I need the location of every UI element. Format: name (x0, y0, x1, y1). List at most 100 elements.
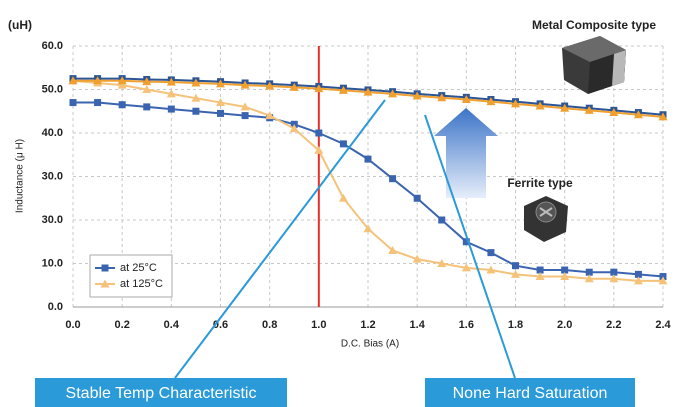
data-point (610, 268, 618, 276)
data-point (658, 276, 668, 285)
data-point (117, 80, 127, 89)
data-point (314, 145, 324, 154)
data-point (584, 274, 594, 283)
x-tick-label: 2.4 (655, 319, 671, 331)
y-tick-label: 40.0 (42, 127, 63, 139)
data-point (216, 98, 225, 107)
data-point (315, 129, 323, 137)
data-point (609, 108, 619, 117)
y-unit: (uH) (8, 18, 32, 32)
legend-label: at 125°C (120, 278, 163, 290)
data-point (166, 89, 176, 98)
data-point (192, 107, 200, 115)
data-point (241, 112, 249, 120)
data-point (117, 76, 127, 85)
x-axis-label: D.C. Bias (A) (341, 339, 399, 350)
data-point (142, 77, 152, 86)
data-point (413, 194, 421, 202)
data-point (560, 103, 570, 112)
data-point (93, 76, 103, 85)
data-point (585, 268, 593, 276)
data-point (633, 276, 643, 285)
data-point (265, 111, 275, 120)
data-point (584, 105, 594, 114)
data-point (338, 193, 348, 202)
data-point (461, 263, 471, 272)
plot-area: 0.010.030.030.040.050.060.00.0 0.2 0.4 0.6 0… (42, 40, 672, 331)
legend-label: at 25°C (120, 262, 157, 274)
callout-line (424, 114, 516, 379)
y-tick-label: 10.0 (42, 257, 63, 269)
data-point (535, 101, 545, 110)
y-tick-label: 0.0 (48, 301, 63, 313)
legend: at 25°C at 125°C (89, 254, 173, 298)
data-point (437, 259, 447, 267)
callout-line (174, 99, 386, 379)
data-point (363, 224, 373, 233)
x-tick-label: 1.2 (360, 319, 375, 331)
annotation: None Hard Saturation (453, 385, 608, 402)
data-point (216, 79, 225, 88)
data-point (167, 105, 175, 113)
legend-marker (100, 279, 110, 288)
data-point (240, 102, 250, 111)
data-point (240, 80, 250, 89)
data-point (437, 93, 447, 102)
data-point (338, 85, 348, 94)
data-point (339, 140, 347, 148)
data-point (535, 272, 545, 281)
data-point (511, 269, 520, 278)
data-point (461, 95, 471, 104)
x-tick-label: 0.4 (164, 319, 180, 331)
series-line (73, 79, 664, 118)
data-point (487, 249, 495, 257)
data-point (560, 272, 570, 281)
data-point (438, 216, 446, 224)
data-point (69, 99, 77, 107)
data-point (486, 97, 496, 106)
improvement-arrow (434, 108, 498, 198)
data-point (412, 91, 422, 100)
data-point (191, 93, 201, 102)
x-tick-label: 0.2 (115, 319, 130, 331)
data-point (511, 99, 520, 108)
data-point (389, 175, 397, 183)
x-tick-label: 0.8 (262, 319, 277, 331)
x-tick-label: 0.0 (65, 319, 80, 331)
data-point (536, 266, 544, 274)
data-point (166, 77, 176, 86)
data-point (68, 76, 78, 85)
data-point (412, 254, 422, 263)
data-point (191, 78, 201, 87)
y-tick-label: 30.0 (42, 170, 63, 182)
x-tick-label: 1.8 (508, 319, 523, 331)
data-point (486, 265, 496, 274)
data-point (512, 262, 519, 270)
metal-composite-image (562, 36, 626, 94)
data-point (142, 85, 152, 93)
x-tick-label: 1.0 (311, 319, 326, 331)
x-tick-label: 2.0 (557, 319, 572, 331)
data-point (561, 266, 569, 274)
annotation: Ferrite type (507, 176, 573, 190)
annotation: Stable Temp Characteristic (66, 385, 257, 402)
data-point (217, 109, 224, 117)
y-tick-label: 50.0 (42, 83, 63, 95)
data-point (94, 99, 102, 107)
data-point (265, 81, 275, 90)
data-point (388, 89, 398, 98)
data-point (363, 87, 373, 96)
data-point (314, 84, 324, 93)
data-point (364, 155, 372, 163)
x-tick-label: 1.4 (410, 319, 426, 331)
data-point (634, 270, 642, 278)
y-tick-label: 60.0 (42, 40, 63, 52)
ferrite-image (524, 196, 568, 242)
legend-box (89, 254, 173, 298)
data-point (633, 110, 643, 119)
data-point (388, 245, 398, 254)
annotation: Metal Composite type (532, 18, 656, 32)
x-tick-label: 1.6 (459, 319, 474, 331)
data-point (143, 103, 151, 111)
